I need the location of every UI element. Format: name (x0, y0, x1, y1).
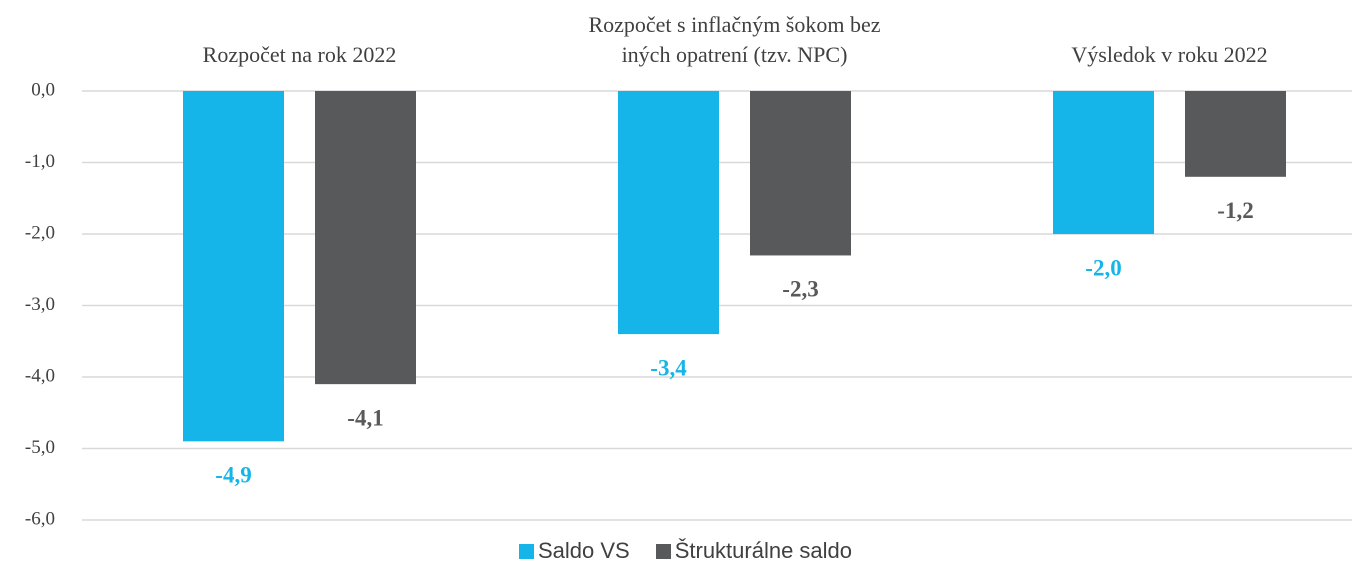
y-tick-label: -4,0 (25, 365, 55, 386)
legend-item: Saldo VS (518, 538, 630, 564)
legend-label: Štrukturálne saldo (674, 538, 853, 563)
bar (1185, 91, 1286, 177)
data-label: -1,2 (1217, 198, 1253, 223)
data-label: -4,1 (347, 405, 383, 430)
y-tick-label: -3,0 (25, 294, 55, 315)
y-tick-label: 0,0 (31, 79, 55, 100)
legend-swatch (518, 543, 534, 559)
legend-swatch (655, 543, 671, 559)
legend: Saldo VS Štrukturálne saldo (0, 538, 1371, 564)
bar (750, 91, 851, 256)
y-tick-label: -5,0 (25, 437, 55, 458)
data-label: -4,9 (215, 463, 251, 488)
category-label: Výsledok v roku 2022 (1071, 42, 1268, 67)
data-label: -2,3 (782, 277, 818, 302)
bar (1053, 91, 1154, 234)
data-label: -3,4 (650, 355, 687, 380)
y-tick-label: -1,0 (25, 151, 55, 172)
bar (618, 91, 719, 335)
legend-label: Saldo VS (537, 538, 630, 563)
y-tick-label: -6,0 (25, 508, 55, 529)
bar (315, 91, 416, 385)
data-label: -2,0 (1085, 255, 1121, 280)
category-label: Rozpočet s inflačným šokom bez iných opa… (588, 12, 881, 67)
y-tick-label: -2,0 (25, 222, 55, 243)
category-label: Rozpočet na rok 2022 (202, 42, 397, 67)
legend-item: Štrukturálne saldo (655, 538, 853, 564)
bar (183, 91, 284, 442)
